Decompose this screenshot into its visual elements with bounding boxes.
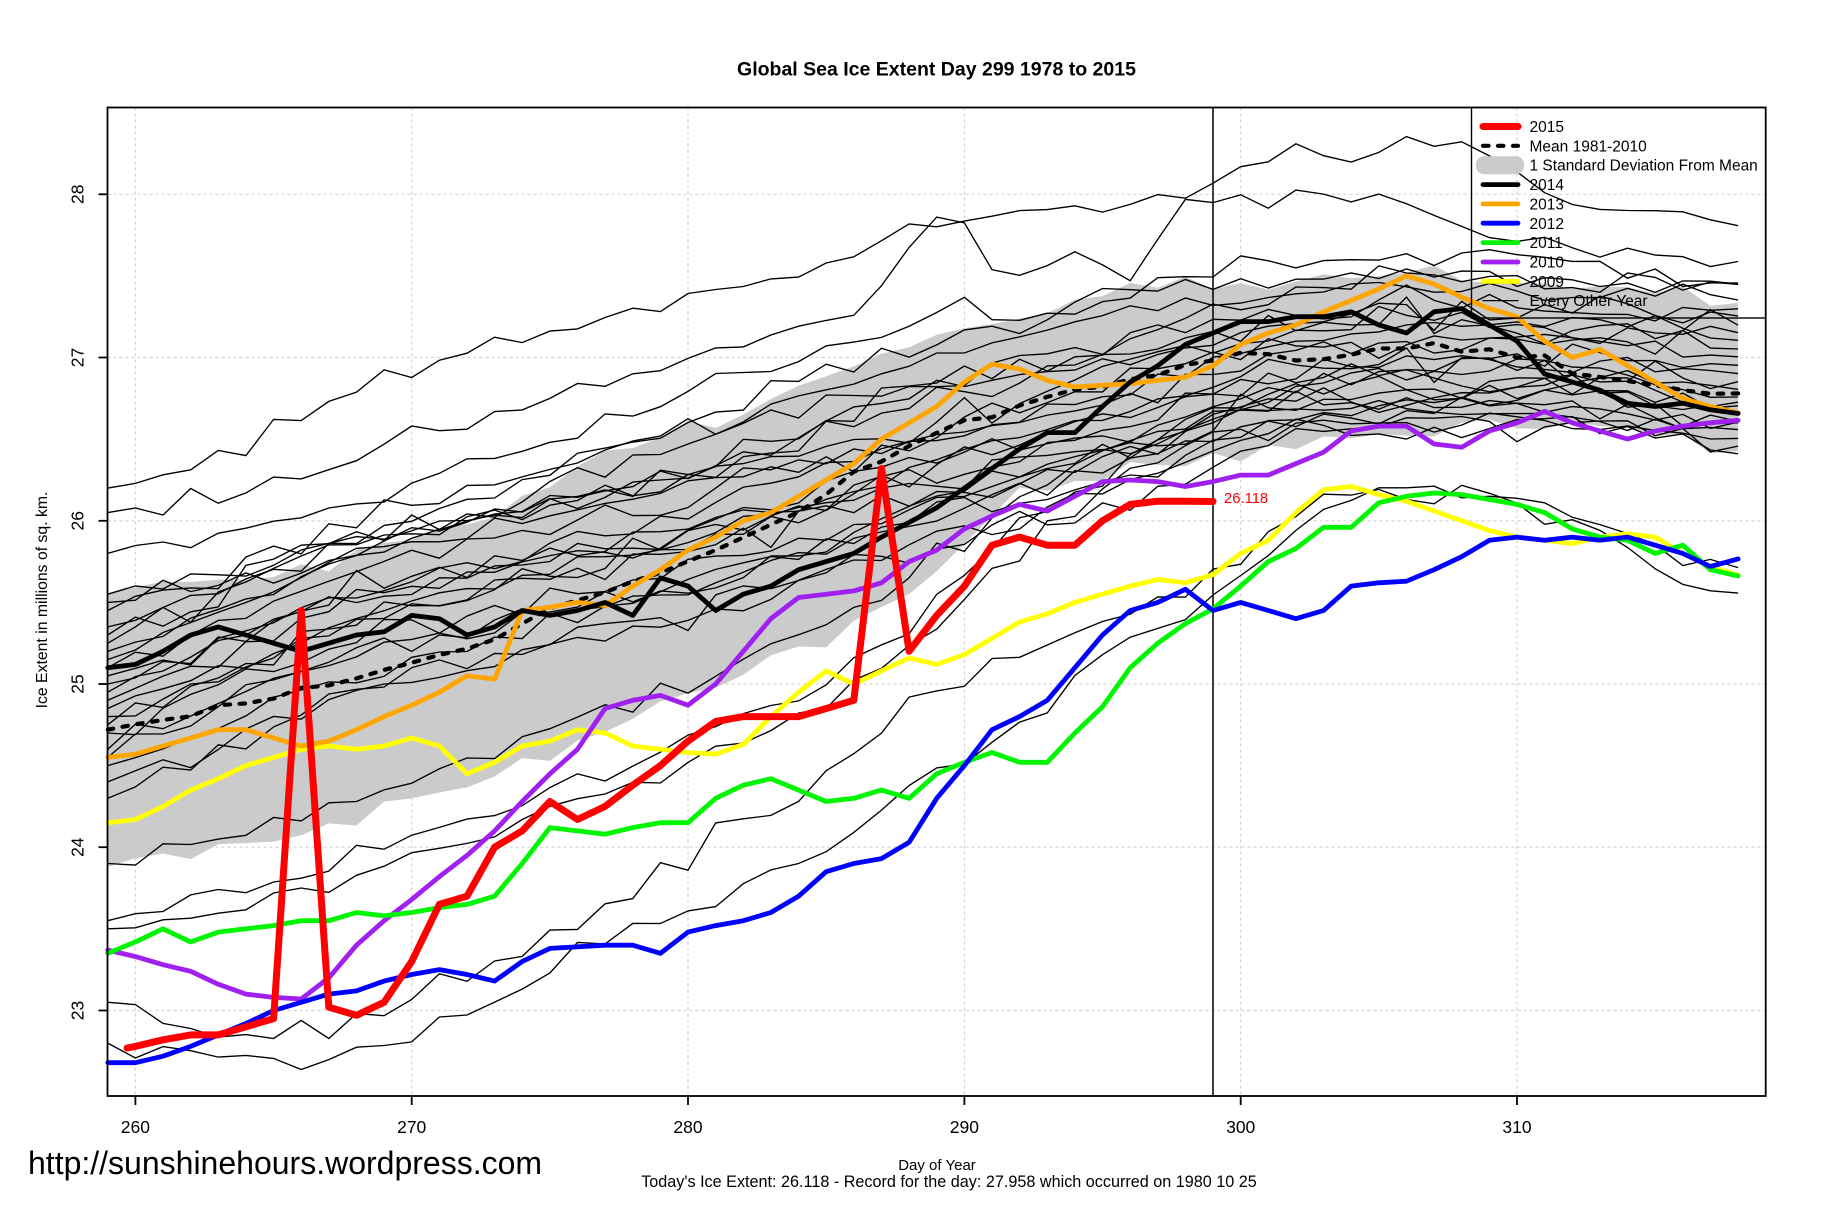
- svg-text:1 Standard Deviation From Mean: 1 Standard Deviation From Mean: [1530, 158, 1758, 175]
- svg-text:310: 310: [1502, 1117, 1531, 1137]
- svg-text:2010: 2010: [1530, 255, 1565, 272]
- svg-text:http://sunshinehours.wordpress: http://sunshinehours.wordpress.com: [28, 1145, 542, 1181]
- svg-text:260: 260: [121, 1117, 150, 1137]
- svg-text:Mean 1981-2010: Mean 1981-2010: [1530, 138, 1648, 155]
- svg-text:280: 280: [673, 1117, 702, 1137]
- svg-text:2009: 2009: [1530, 274, 1564, 291]
- svg-text:28: 28: [68, 185, 88, 204]
- svg-text:Every Other Year: Every Other Year: [1530, 293, 1648, 310]
- svg-text:27: 27: [68, 348, 88, 367]
- svg-text:Today's Ice Extent: 26.118 -: Today's Ice Extent: 26.118 - Record for …: [641, 1173, 1257, 1191]
- svg-text:Ice Extent in millions of sq.: Ice Extent in millions of sq. km.: [34, 492, 51, 709]
- svg-text:2015: 2015: [1530, 119, 1564, 136]
- svg-text:300: 300: [1226, 1117, 1255, 1137]
- svg-text:2012: 2012: [1530, 216, 1564, 233]
- svg-text:Global Sea Ice Extent Day 299: Global Sea Ice Extent Day 299 1978 to 20…: [737, 59, 1136, 81]
- svg-text:24: 24: [68, 837, 88, 857]
- svg-text:270: 270: [397, 1117, 426, 1137]
- svg-text:25: 25: [68, 674, 88, 693]
- svg-text:2014: 2014: [1530, 177, 1565, 194]
- svg-text:290: 290: [950, 1117, 979, 1137]
- svg-text:26.118: 26.118: [1224, 491, 1268, 507]
- svg-text:26: 26: [68, 511, 88, 530]
- svg-text:Day of Year: Day of Year: [898, 1157, 976, 1174]
- svg-text:2013: 2013: [1530, 196, 1564, 213]
- svg-text:23: 23: [68, 1001, 88, 1020]
- svg-text:2011: 2011: [1530, 235, 1563, 252]
